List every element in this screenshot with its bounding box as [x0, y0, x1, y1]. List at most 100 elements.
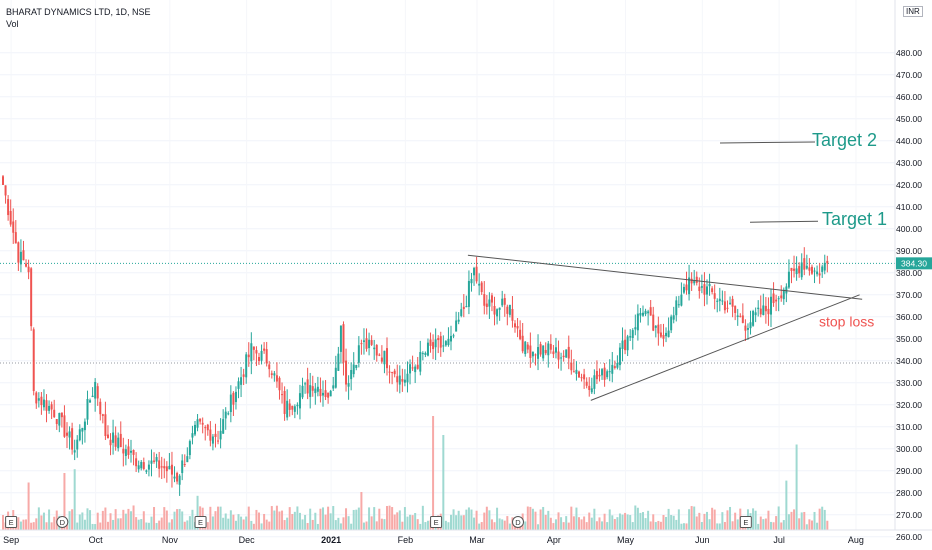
candle-down: [25, 263, 28, 267]
volume-bar: [153, 507, 156, 530]
candle-down: [99, 401, 102, 415]
volume-bar: [723, 521, 726, 530]
earnings-marker: [5, 516, 18, 528]
candle-down: [45, 400, 48, 411]
candle-up: [465, 306, 468, 308]
candle-up: [654, 325, 657, 328]
volume-bar: [411, 515, 414, 530]
candle-up: [554, 347, 557, 353]
volume-bar: [375, 521, 378, 530]
price-tick-label: 300.00: [896, 444, 922, 454]
volume-bar: [119, 518, 122, 530]
candle-up: [178, 475, 181, 485]
volume-bar: [316, 523, 319, 530]
volume-bar: [242, 519, 245, 530]
volume-bar: [501, 519, 504, 530]
candle-up: [542, 345, 545, 359]
candle-down: [2, 176, 4, 185]
volume-bars: [2, 416, 829, 530]
volume-bar: [547, 510, 550, 530]
trendline-upper[interactable]: [467, 254, 863, 300]
candle-down: [711, 288, 714, 293]
trendlines[interactable]: [467, 254, 863, 401]
candle-down: [214, 433, 217, 438]
time-axis[interactable]: Sep Oct Nov Dec 2021 Feb Mar Apr May Jun Jul Aug: [0, 529, 932, 545]
volume-bar: [767, 510, 770, 530]
volume-bar: [800, 512, 803, 530]
candle-up: [91, 395, 94, 398]
volume-bar: [823, 509, 826, 530]
volume-bar: [219, 506, 222, 530]
volume-bar: [557, 512, 560, 530]
candle-up: [304, 383, 307, 385]
candle-down: [63, 415, 66, 437]
volume-bar: [447, 522, 450, 530]
candle-up: [634, 327, 637, 330]
volume-bar: [324, 514, 327, 530]
price-axis[interactable]: 260.00 270.00 280.00 290.00 300.00 310.00 320.…: [894, 0, 932, 542]
volume-bar: [424, 522, 427, 530]
candle-up: [611, 364, 614, 374]
candle-up: [782, 289, 785, 300]
volume-bar: [506, 516, 509, 530]
candle-down: [283, 390, 286, 414]
candle-down: [585, 381, 588, 386]
volume-bar: [465, 509, 468, 530]
volume-bar: [42, 512, 45, 530]
candle-up: [706, 286, 708, 295]
volume-bar: [414, 512, 417, 530]
candle-down: [132, 450, 135, 455]
volume-bar: [790, 511, 793, 530]
price-tick-label: 350.00: [896, 334, 922, 344]
volume-bar: [588, 512, 591, 530]
volume-bar: [782, 520, 785, 530]
volume-bar: [616, 517, 619, 530]
volume-bar: [793, 509, 796, 530]
candle-up: [314, 388, 317, 394]
candle-down: [572, 371, 575, 373]
volume-bar: [273, 510, 276, 530]
volume-bar: [406, 516, 409, 530]
volume-bar: [124, 513, 127, 530]
candle-down: [818, 273, 821, 276]
candle-up: [150, 460, 153, 464]
candle-up: [444, 341, 447, 346]
time-tick-label: Jul: [773, 535, 785, 545]
candle-down: [567, 346, 570, 359]
trendline-lower[interactable]: [590, 294, 860, 401]
volume-bar: [759, 516, 762, 530]
candle-up: [508, 304, 511, 315]
candle-down: [327, 392, 330, 398]
volume-bar: [621, 514, 624, 530]
volume-bar: [283, 520, 286, 530]
volume-bar: [104, 507, 107, 530]
candlesticks: [2, 175, 829, 496]
candle-up: [94, 381, 97, 399]
currency-badge[interactable]: INR: [903, 6, 923, 17]
volume-bar: [524, 521, 527, 530]
volume-bar: [583, 516, 586, 530]
candle-down: [519, 329, 522, 340]
candle-up: [457, 319, 460, 322]
candle-up: [224, 411, 227, 419]
candle-down: [14, 232, 17, 244]
time-tick-label: Aug: [848, 535, 864, 545]
candle-up: [606, 371, 609, 378]
event-marker-label: E: [434, 518, 439, 527]
candle-down: [741, 315, 744, 323]
volume-bar: [186, 520, 189, 530]
volume-bar: [496, 507, 499, 530]
volume-bar: [672, 515, 675, 530]
volume-bar: [380, 518, 383, 530]
price-tick-label: 430.00: [896, 158, 922, 168]
candle-down: [324, 390, 327, 397]
volume-indicator-label[interactable]: Vol: [6, 19, 19, 29]
symbol-title[interactable]: BHARAT DYNAMICS LTD, 1D, NSE: [6, 7, 151, 17]
volume-bar: [531, 508, 534, 530]
candle-down: [378, 354, 381, 356]
volume-bar: [762, 519, 765, 530]
candle-down: [160, 466, 163, 468]
volume-bar: [30, 522, 33, 530]
